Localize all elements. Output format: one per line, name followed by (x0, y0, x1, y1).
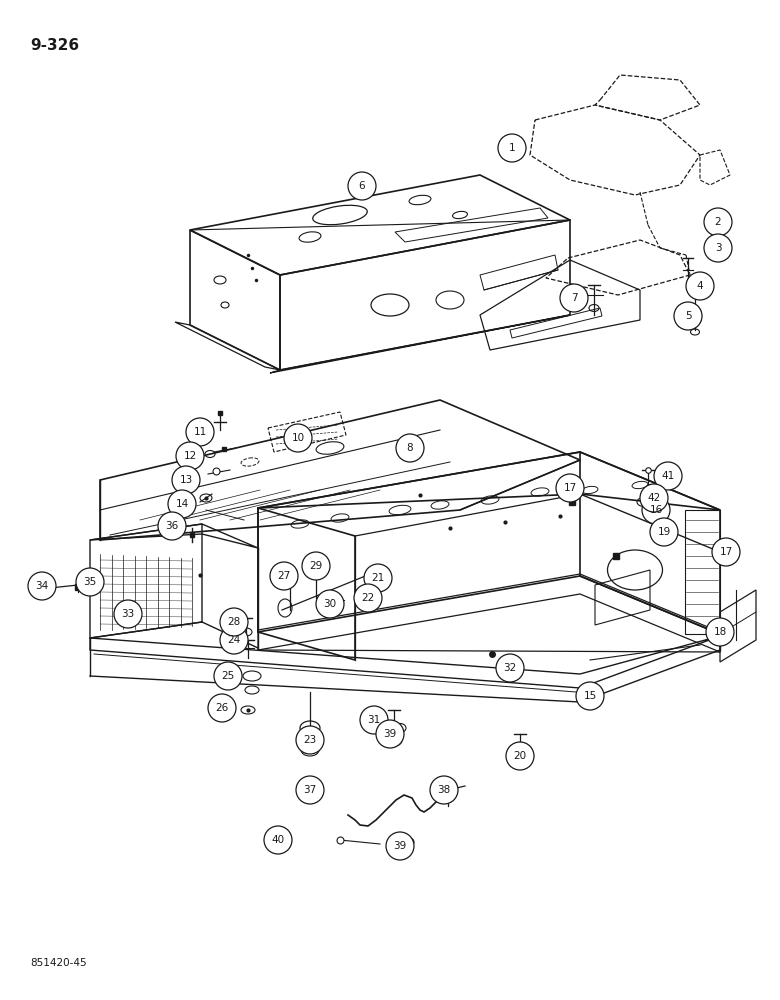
Text: 20: 20 (513, 751, 526, 761)
Circle shape (284, 424, 312, 452)
Circle shape (214, 662, 242, 690)
Circle shape (360, 706, 388, 734)
Ellipse shape (301, 744, 319, 756)
Ellipse shape (386, 734, 402, 746)
Circle shape (220, 608, 248, 636)
Circle shape (430, 776, 458, 804)
Text: 7: 7 (571, 293, 577, 303)
Text: 13: 13 (179, 475, 193, 485)
Circle shape (172, 466, 200, 494)
Text: 1: 1 (509, 143, 516, 153)
Text: 41: 41 (661, 471, 675, 481)
Circle shape (556, 474, 584, 502)
Text: 16: 16 (650, 505, 663, 515)
Ellipse shape (245, 686, 259, 694)
Text: 19: 19 (658, 527, 671, 537)
Circle shape (650, 518, 678, 546)
Text: 33: 33 (122, 609, 135, 619)
Text: 3: 3 (714, 243, 722, 253)
Circle shape (208, 694, 236, 722)
Text: 36: 36 (165, 521, 179, 531)
Text: 15: 15 (583, 691, 597, 701)
Circle shape (576, 682, 604, 710)
Ellipse shape (652, 530, 668, 542)
Circle shape (316, 590, 344, 618)
Text: 38: 38 (438, 785, 451, 795)
Text: 42: 42 (647, 493, 661, 503)
Circle shape (270, 562, 298, 590)
Circle shape (654, 462, 682, 490)
Text: 31: 31 (367, 715, 381, 725)
Circle shape (386, 832, 414, 860)
Text: 28: 28 (228, 617, 240, 627)
Circle shape (296, 776, 324, 804)
Circle shape (176, 442, 204, 470)
Circle shape (396, 434, 424, 462)
Circle shape (704, 208, 732, 236)
Text: 35: 35 (83, 577, 97, 587)
Circle shape (168, 490, 196, 518)
Text: 37: 37 (303, 785, 317, 795)
Circle shape (498, 134, 526, 162)
Circle shape (712, 538, 740, 566)
Text: 5: 5 (685, 311, 691, 321)
Text: 30: 30 (324, 599, 336, 609)
Text: 26: 26 (215, 703, 229, 713)
Circle shape (642, 496, 670, 524)
Circle shape (376, 720, 404, 748)
Circle shape (354, 584, 382, 612)
Text: 18: 18 (714, 627, 727, 637)
Circle shape (704, 234, 732, 262)
Circle shape (264, 826, 292, 854)
Text: 17: 17 (719, 547, 732, 557)
Circle shape (506, 742, 534, 770)
Text: 29: 29 (310, 561, 323, 571)
Circle shape (640, 484, 668, 512)
Ellipse shape (300, 721, 320, 735)
Text: 23: 23 (303, 735, 317, 745)
Text: 40: 40 (271, 835, 285, 845)
Circle shape (114, 600, 142, 628)
Text: 22: 22 (361, 593, 374, 603)
Text: 25: 25 (222, 671, 235, 681)
Circle shape (560, 284, 588, 312)
Ellipse shape (508, 743, 532, 761)
Text: 9-326: 9-326 (30, 38, 79, 53)
Text: 11: 11 (193, 427, 207, 437)
Text: 14: 14 (176, 499, 189, 509)
Circle shape (76, 568, 104, 596)
Circle shape (302, 552, 330, 580)
Ellipse shape (243, 671, 261, 681)
Circle shape (686, 272, 714, 300)
Circle shape (674, 302, 702, 330)
Text: 4: 4 (697, 281, 704, 291)
Text: 2: 2 (714, 217, 722, 227)
Text: 39: 39 (393, 841, 406, 851)
Text: 17: 17 (563, 483, 576, 493)
Text: 34: 34 (35, 581, 48, 591)
Text: 27: 27 (278, 571, 291, 581)
Circle shape (706, 618, 734, 646)
Circle shape (364, 564, 392, 592)
Text: 851420-45: 851420-45 (30, 958, 87, 968)
Circle shape (186, 418, 214, 446)
Text: 24: 24 (228, 635, 240, 645)
Circle shape (496, 654, 524, 682)
Text: 32: 32 (503, 663, 516, 673)
Text: 12: 12 (183, 451, 197, 461)
Text: 6: 6 (359, 181, 365, 191)
Text: 10: 10 (292, 433, 304, 443)
Circle shape (296, 726, 324, 754)
Text: 8: 8 (406, 443, 413, 453)
Text: 21: 21 (371, 573, 385, 583)
Text: 39: 39 (384, 729, 396, 739)
Circle shape (28, 572, 56, 600)
Circle shape (220, 626, 248, 654)
Circle shape (348, 172, 376, 200)
Circle shape (158, 512, 186, 540)
